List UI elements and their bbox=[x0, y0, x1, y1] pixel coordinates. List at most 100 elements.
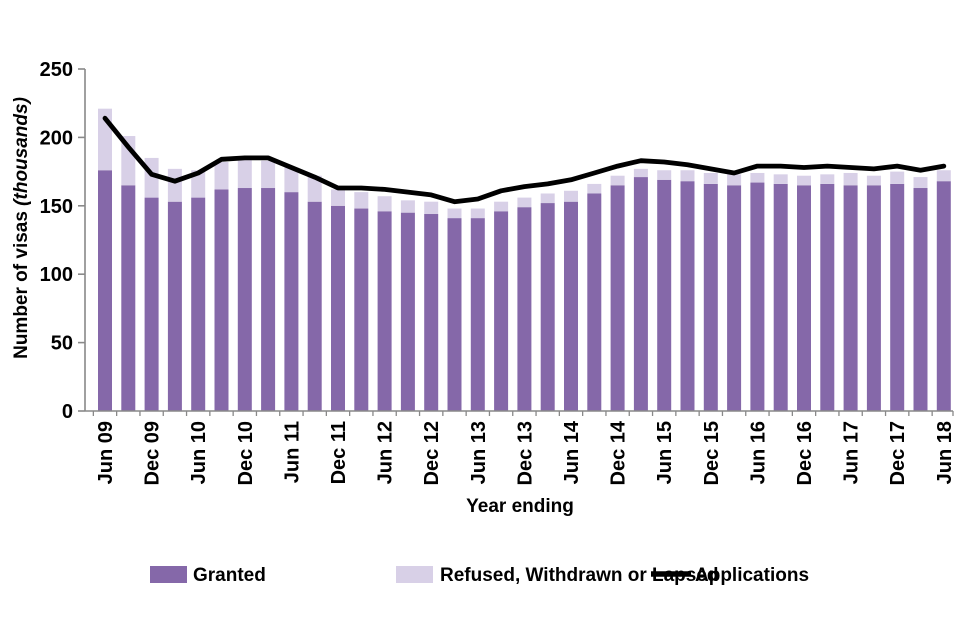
x-axis-title: Year ending bbox=[466, 496, 574, 517]
legend-label-refused-withdrawn-lapsed: Refused, Withdrawn or Lapsed bbox=[440, 565, 719, 586]
bar-refused-withdrawn-lapsed bbox=[587, 183, 602, 194]
bar-refused-withdrawn-lapsed bbox=[843, 172, 858, 186]
x-tick-label: Dec 09 bbox=[142, 421, 164, 486]
bar-refused-withdrawn-lapsed bbox=[773, 174, 788, 184]
bar-refused-withdrawn-lapsed bbox=[913, 177, 928, 189]
bar-granted bbox=[750, 182, 765, 411]
bar-granted bbox=[447, 218, 462, 411]
bar-refused-withdrawn-lapsed bbox=[261, 160, 276, 189]
bar-refused-withdrawn-lapsed bbox=[703, 172, 718, 184]
bar-refused-withdrawn-lapsed bbox=[727, 174, 742, 186]
bar-granted bbox=[890, 183, 905, 411]
bar-granted bbox=[121, 185, 136, 411]
bar-granted bbox=[564, 201, 578, 411]
y-tick-label: 200 bbox=[40, 127, 73, 149]
x-tick-label: Dec 16 bbox=[794, 421, 816, 486]
bar-refused-withdrawn-lapsed bbox=[470, 208, 485, 219]
bar-refused-withdrawn-lapsed bbox=[936, 170, 951, 182]
bar-granted bbox=[307, 201, 322, 411]
bar-granted bbox=[424, 214, 439, 411]
bar-refused-withdrawn-lapsed bbox=[540, 193, 555, 204]
bar-refused-withdrawn-lapsed bbox=[797, 175, 811, 186]
bar-granted bbox=[144, 197, 159, 411]
bar-refused-withdrawn-lapsed bbox=[424, 201, 439, 215]
bar-granted bbox=[400, 212, 415, 411]
bar-refused-withdrawn-lapsed bbox=[610, 175, 625, 186]
bar-granted bbox=[936, 181, 951, 411]
bar-granted bbox=[377, 211, 392, 411]
bar-refused-withdrawn-lapsed bbox=[331, 189, 345, 206]
bar-refused-withdrawn-lapsed bbox=[354, 192, 369, 209]
bar-refused-withdrawn-lapsed bbox=[820, 174, 835, 184]
bar-granted bbox=[98, 170, 112, 411]
x-tick-label: Dec 11 bbox=[328, 421, 350, 484]
bar-refused-withdrawn-lapsed bbox=[680, 170, 695, 182]
bar-granted bbox=[331, 205, 345, 411]
legend: Granted Refused, Withdrawn or Lapsed App… bbox=[150, 565, 809, 586]
bar-refused-withdrawn-lapsed bbox=[284, 167, 299, 193]
x-tick-label: Dec 15 bbox=[701, 421, 723, 486]
bar-granted bbox=[866, 185, 881, 411]
bar-granted bbox=[517, 207, 532, 411]
legend-label-applications: Applications bbox=[695, 565, 809, 586]
bar-granted bbox=[820, 183, 835, 411]
y-tick-label: 150 bbox=[40, 196, 73, 218]
bar-granted bbox=[657, 179, 672, 411]
bar-refused-withdrawn-lapsed bbox=[377, 196, 392, 212]
bar-refused-withdrawn-lapsed bbox=[447, 208, 462, 219]
bar-refused-withdrawn-lapsed bbox=[307, 175, 322, 202]
bar-granted bbox=[284, 192, 299, 411]
bar-refused-withdrawn-lapsed bbox=[214, 162, 229, 190]
x-tick-label: Jun 13 bbox=[468, 421, 490, 484]
bar-granted bbox=[633, 177, 648, 411]
bar-refused-withdrawn-lapsed bbox=[191, 170, 206, 198]
bar-granted bbox=[587, 193, 602, 411]
bar-refused-withdrawn-lapsed bbox=[167, 168, 182, 202]
bar-refused-withdrawn-lapsed bbox=[750, 172, 765, 183]
applications-line bbox=[102, 115, 947, 205]
bar-granted bbox=[773, 183, 788, 411]
y-tick-label: 250 bbox=[40, 59, 73, 81]
x-tick-label: Dec 10 bbox=[235, 421, 257, 486]
bar-granted bbox=[540, 203, 555, 411]
bar-refused-withdrawn-lapsed bbox=[517, 197, 532, 208]
x-tick-label: Dec 14 bbox=[608, 420, 630, 485]
x-tick-label: Jun 16 bbox=[747, 421, 769, 484]
bar-granted bbox=[191, 197, 206, 411]
x-tick-label: Jun 15 bbox=[654, 421, 676, 484]
bar-granted bbox=[354, 208, 369, 411]
y-axis-title: Number of visas (thousands) bbox=[11, 97, 32, 359]
x-tick-label: Jun 12 bbox=[375, 421, 397, 484]
bar-granted bbox=[680, 181, 695, 411]
x-tick-label: Jun 14 bbox=[561, 420, 583, 484]
bar-granted bbox=[843, 185, 858, 411]
bar-granted bbox=[727, 185, 742, 411]
bar-refused-withdrawn-lapsed bbox=[657, 170, 672, 180]
x-tick-label: Jun 18 bbox=[934, 421, 956, 484]
x-tick-label: Dec 12 bbox=[421, 421, 443, 486]
legend-swatch-refused-withdrawn-lapsed bbox=[396, 566, 433, 583]
bars-layer bbox=[98, 108, 951, 411]
y-axis-title-main: Number of visas bbox=[11, 206, 32, 359]
bar-granted bbox=[470, 218, 485, 411]
bar-granted bbox=[261, 188, 276, 411]
bar-refused-withdrawn-lapsed bbox=[237, 159, 252, 189]
bar-refused-withdrawn-lapsed bbox=[400, 200, 415, 213]
legend-label-granted: Granted bbox=[193, 565, 266, 586]
y-tick-label: 50 bbox=[51, 333, 73, 355]
bar-granted bbox=[797, 185, 811, 411]
bar-granted bbox=[494, 211, 509, 411]
x-tick-label: Jun 17 bbox=[841, 421, 863, 484]
bar-refused-withdrawn-lapsed bbox=[564, 190, 578, 202]
y-axis-title-unit: (thousands) bbox=[11, 97, 32, 206]
bar-granted bbox=[167, 201, 182, 411]
x-tick-label: Jun 09 bbox=[95, 421, 117, 484]
x-tick-label: Jun 10 bbox=[188, 421, 210, 484]
bar-granted bbox=[214, 189, 229, 411]
x-tick-label: Jun 11 bbox=[281, 421, 303, 483]
bar-granted bbox=[913, 188, 928, 411]
bar-granted bbox=[237, 188, 252, 411]
bar-granted bbox=[703, 183, 718, 411]
bar-refused-withdrawn-lapsed bbox=[633, 168, 648, 178]
